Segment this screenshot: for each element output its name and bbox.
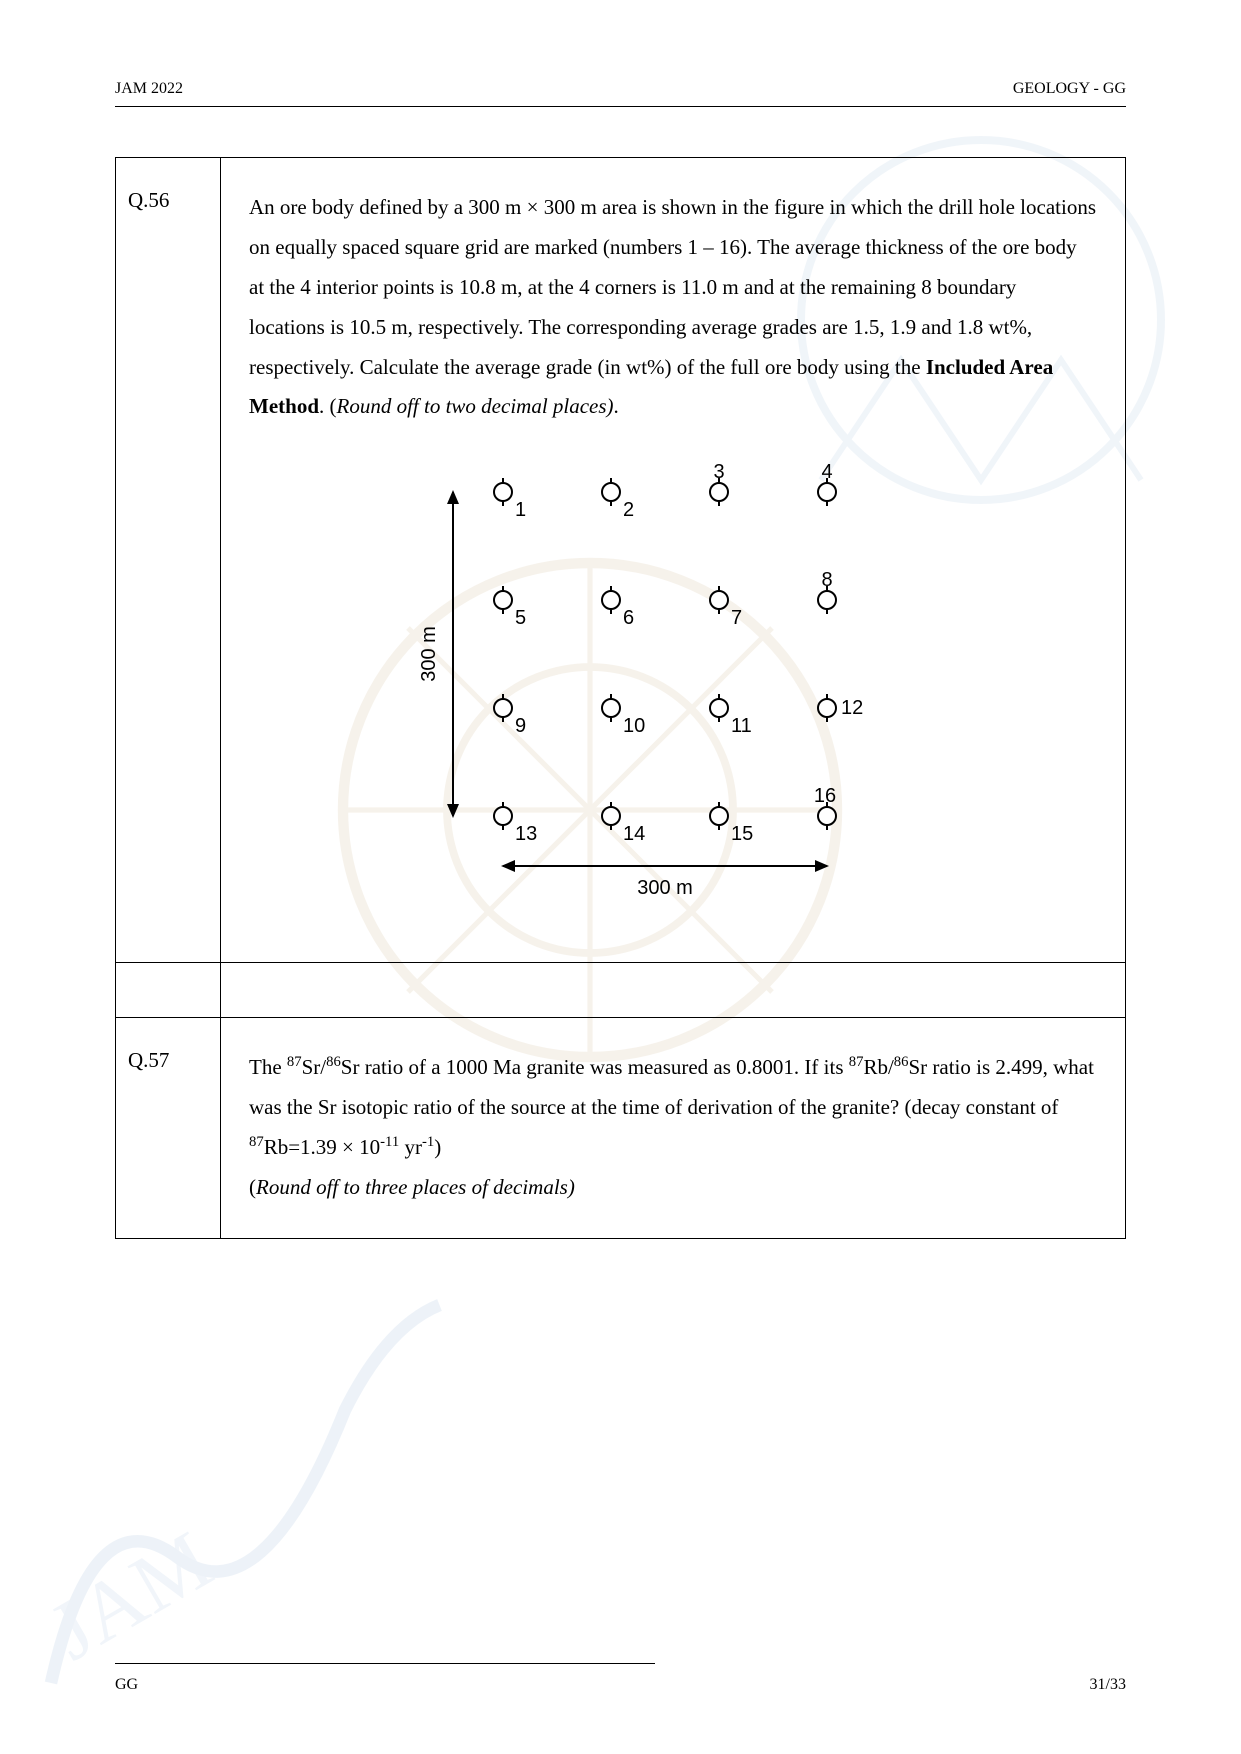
question-56-text: An ore body defined by a 300 m × 300 m a… [249, 188, 1097, 427]
q56-figure-wrap: 300 m300 m12345678910111213141516 [249, 452, 1097, 932]
questions-table: Q.56 An ore body defined by a 300 m × 30… [115, 157, 1126, 1239]
svg-text:JAM: JAM [35, 1514, 227, 1679]
footer-left: GG [115, 1676, 138, 1694]
figure-point-label: 9 [515, 715, 526, 737]
figure-point-label: 13 [515, 823, 537, 845]
q57-a: The [249, 1055, 287, 1079]
q57-f: Rb=1.39 × 10 [264, 1135, 380, 1159]
figure-point-label: 11 [731, 715, 752, 737]
question-56-body: An ore body defined by a 300 m × 300 m a… [221, 158, 1125, 962]
q57-sup87b: 87 [849, 1054, 864, 1070]
q57-h: ) [434, 1135, 441, 1159]
q57-b: Sr/ [302, 1055, 327, 1079]
watermark-bot: JAM [30, 1284, 450, 1704]
figure-point-label: 8 [821, 569, 832, 591]
header-right: GEOLOGY - GG [1013, 80, 1126, 98]
empty-body [221, 963, 1125, 1023]
figure-point-label: 1 [515, 499, 526, 521]
page-footer: GG 31/33 [115, 1676, 1126, 1694]
q56-text-italic: Round off to two decimal places) [337, 394, 614, 418]
q57-c: Sr ratio of a 1000 Ma granite was measur… [341, 1055, 849, 1079]
q57-supn1: -1 [422, 1134, 434, 1150]
q57-open-paren: ( [249, 1175, 256, 1199]
page-header: JAM 2022 GEOLOGY - GG [115, 80, 1126, 98]
figure-point-label: 3 [713, 461, 724, 483]
q56-text-p2: . ( [319, 394, 337, 418]
q56-text-p1: An ore body defined by a 300 m × 300 m a… [249, 195, 1096, 379]
question-57-body: The 87Sr/86Sr ratio of a 1000 Ma granite… [221, 1018, 1125, 1238]
question-57-text: The 87Sr/86Sr ratio of a 1000 Ma granite… [249, 1048, 1097, 1208]
figure-point-label: 14 [623, 823, 645, 845]
q57-d: Rb/ [863, 1055, 893, 1079]
q57-i: Round off to three places of decimals) [256, 1175, 575, 1199]
figure-point-label: 16 [814, 785, 836, 807]
q57-sup87c: 87 [249, 1134, 264, 1150]
footer-rule [115, 1663, 655, 1664]
q57-sup86a: 86 [326, 1054, 341, 1070]
question-57-number: Q.57 [116, 1018, 221, 1238]
q57-sup86b: 86 [894, 1054, 909, 1070]
figure-y-label: 300 m [418, 627, 440, 683]
question-56-row: Q.56 An ore body defined by a 300 m × 30… [116, 158, 1125, 963]
figure-x-label: 300 m [637, 877, 693, 899]
figure-point-label: 2 [623, 499, 634, 521]
figure-point-label: 5 [515, 607, 526, 629]
figure-point-label: 12 [841, 697, 863, 719]
question-56-number: Q.56 [116, 158, 221, 962]
empty-row [116, 963, 1125, 1018]
header-left: JAM 2022 [115, 80, 183, 98]
footer-right: 31/33 [1090, 1676, 1126, 1694]
q57-g: yr [399, 1135, 422, 1159]
question-57-row: Q.57 The 87Sr/86Sr ratio of a 1000 Ma gr… [116, 1018, 1125, 1238]
figure-point-label: 4 [821, 461, 832, 483]
header-rule [115, 106, 1126, 107]
figure-point-label: 15 [731, 823, 753, 845]
q57-supn11: -11 [380, 1134, 399, 1150]
figure-point-label: 10 [623, 715, 645, 737]
q56-text-p3: . [614, 394, 619, 418]
figure-point-label: 7 [731, 607, 742, 629]
figure-point-label: 6 [623, 607, 634, 629]
q56-figure: 300 m300 m12345678910111213141516 [373, 452, 973, 932]
empty-num [116, 963, 221, 1023]
q57-sup87a: 87 [287, 1054, 302, 1070]
